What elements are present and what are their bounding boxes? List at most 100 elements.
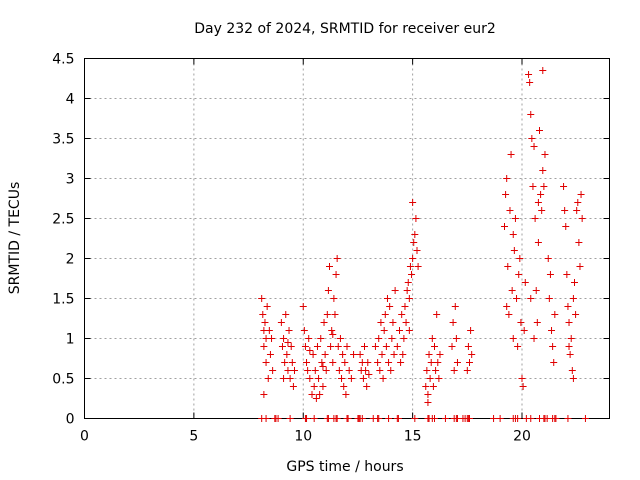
data-point: [333, 255, 341, 262]
data-point: [513, 295, 521, 302]
y-axis-label: SRMTID / TECUs: [7, 182, 23, 295]
data-point: [576, 263, 584, 270]
data-point: [452, 335, 460, 342]
data-point: [289, 383, 297, 390]
data-point: [508, 287, 516, 294]
data-point: [531, 215, 539, 222]
data-point: [319, 363, 327, 370]
data-point: [263, 303, 271, 310]
data-point: [564, 303, 572, 310]
data-point: [563, 271, 571, 278]
data-point: [434, 359, 442, 366]
data-point: [534, 199, 542, 206]
data-point: [539, 67, 547, 74]
data-point: [389, 319, 397, 326]
data-point: [303, 415, 311, 422]
data-point: [511, 215, 519, 222]
data-point: [391, 287, 399, 294]
data-point: [320, 319, 328, 326]
y-tick-label: 3: [66, 172, 75, 188]
data-point: [468, 351, 476, 358]
data-point: [406, 263, 414, 270]
data-point: [534, 239, 542, 246]
data-point: [411, 231, 419, 238]
data-point: [262, 415, 270, 422]
data-point: [265, 327, 273, 334]
data-point: [378, 351, 386, 358]
data-point: [569, 295, 577, 302]
data-point: [308, 391, 316, 398]
data-point: [409, 199, 417, 206]
data-point: [364, 359, 372, 366]
data-point: [377, 319, 385, 326]
y-tick-label: 4: [66, 92, 75, 108]
chart-title: Day 232 of 2024, SRMTID for receiver eur…: [194, 21, 496, 37]
data-point: [347, 375, 355, 382]
data-point: [362, 367, 370, 374]
data-point: [262, 359, 270, 366]
data-point: [303, 359, 311, 366]
grid-lines: [84, 58, 610, 419]
data-point: [335, 367, 343, 374]
data-point: [574, 199, 582, 206]
data-point: [312, 395, 320, 402]
data-point: [515, 271, 523, 278]
data-point: [394, 415, 402, 422]
data-point: [311, 367, 319, 374]
data-point: [385, 415, 393, 422]
data-point: [453, 359, 461, 366]
data-point: [528, 135, 536, 142]
data-point: [451, 303, 459, 310]
data-point: [280, 335, 288, 342]
data-point: [464, 343, 472, 350]
data-point: [260, 343, 268, 350]
data-point: [509, 335, 517, 342]
data-point: [526, 79, 534, 86]
data-point: [565, 319, 573, 326]
data-point: [266, 351, 274, 358]
data-point: [358, 415, 366, 422]
data-point: [525, 71, 533, 78]
data-point: [286, 415, 294, 422]
data-point: [345, 367, 353, 374]
data-point: [386, 303, 394, 310]
data-point: [383, 295, 391, 302]
data-point: [530, 335, 538, 342]
data-point: [448, 343, 456, 350]
data-point: [316, 391, 324, 398]
data-point: [306, 347, 314, 354]
data-point: [550, 359, 558, 366]
data-point: [330, 295, 338, 302]
data-point: [431, 343, 438, 350]
data-point: [519, 383, 527, 390]
data-point: [564, 415, 572, 422]
data-point: [260, 391, 268, 398]
data-point: [327, 343, 335, 350]
data-point: [536, 127, 543, 134]
data-point: [375, 415, 383, 422]
data-point: [409, 255, 417, 262]
data-point: [527, 295, 535, 302]
data-point: [301, 343, 309, 350]
data-point: [334, 343, 342, 350]
data-point: [299, 303, 307, 310]
data-point: [315, 375, 323, 382]
data-point: [398, 311, 406, 318]
data-point: [572, 311, 580, 318]
data-point: [331, 311, 339, 318]
data-point: [549, 343, 557, 350]
data-point: [280, 375, 288, 382]
data-point: [269, 367, 277, 374]
data-point: [573, 207, 581, 214]
data-point: [539, 167, 547, 174]
data-point: [518, 375, 526, 382]
data-point: [304, 367, 312, 374]
data-point: [532, 287, 540, 294]
data-point: [432, 367, 440, 374]
data-point: [388, 335, 396, 342]
data-point: [568, 367, 576, 374]
data-point: [441, 415, 449, 422]
data-point: [501, 223, 508, 230]
data-point: [405, 327, 413, 334]
